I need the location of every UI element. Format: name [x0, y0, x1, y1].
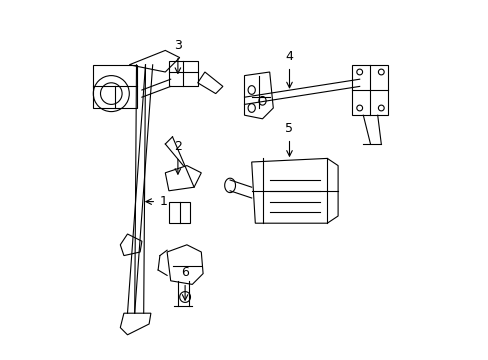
Text: 4: 4	[285, 50, 293, 63]
Text: 3: 3	[174, 39, 182, 52]
Text: 5: 5	[285, 122, 293, 135]
Text: 1: 1	[160, 195, 167, 208]
Text: 6: 6	[181, 266, 189, 279]
Text: 2: 2	[174, 140, 182, 153]
